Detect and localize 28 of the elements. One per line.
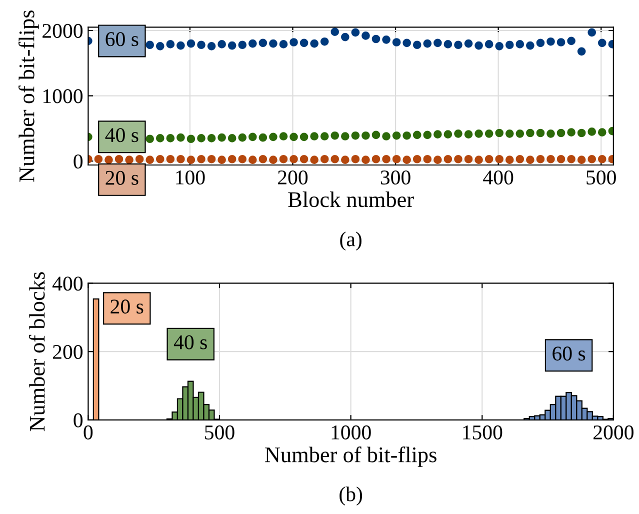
series-label: 40 s xyxy=(105,128,138,142)
x-tick-label: 0 xyxy=(84,425,93,440)
y-tick-label: 400 xyxy=(52,276,83,291)
text: (b) xyxy=(340,486,362,506)
y-tick-label: 0 xyxy=(74,154,83,169)
x-tick-label: 1000 xyxy=(332,425,371,440)
x-tick-label: 500 xyxy=(586,170,616,185)
x-tick-label: 100 xyxy=(176,170,205,185)
series-label: 40 s xyxy=(174,335,207,350)
x-tick-label: 300 xyxy=(380,170,410,185)
y-axis-title: Number of bit-flips xyxy=(18,10,39,182)
y-tick-label: 0 xyxy=(74,413,83,428)
legend-label: 60 s xyxy=(552,346,586,361)
x-tick-label: 200 xyxy=(278,170,308,185)
series-label: 20 s xyxy=(110,300,144,314)
series-label: 60 s xyxy=(106,32,138,46)
x-tick-label: 500 xyxy=(205,425,234,440)
x-axis-title: Block number xyxy=(288,192,414,208)
y-axis-title: Number of blocks xyxy=(28,272,45,432)
x-tick-label: 400 xyxy=(483,170,514,185)
series-label: 20 s xyxy=(106,170,138,185)
y-tick-label: 2000 xyxy=(42,24,83,38)
y-tick-label: 1000 xyxy=(43,89,83,104)
x-tick-label: 2000 xyxy=(594,425,634,440)
x-axis-title: Number of bit-flips xyxy=(265,446,436,467)
text: (a) xyxy=(340,232,362,251)
x-tick-label: 1500 xyxy=(463,425,502,440)
y-tick-label: 200 xyxy=(52,344,83,360)
